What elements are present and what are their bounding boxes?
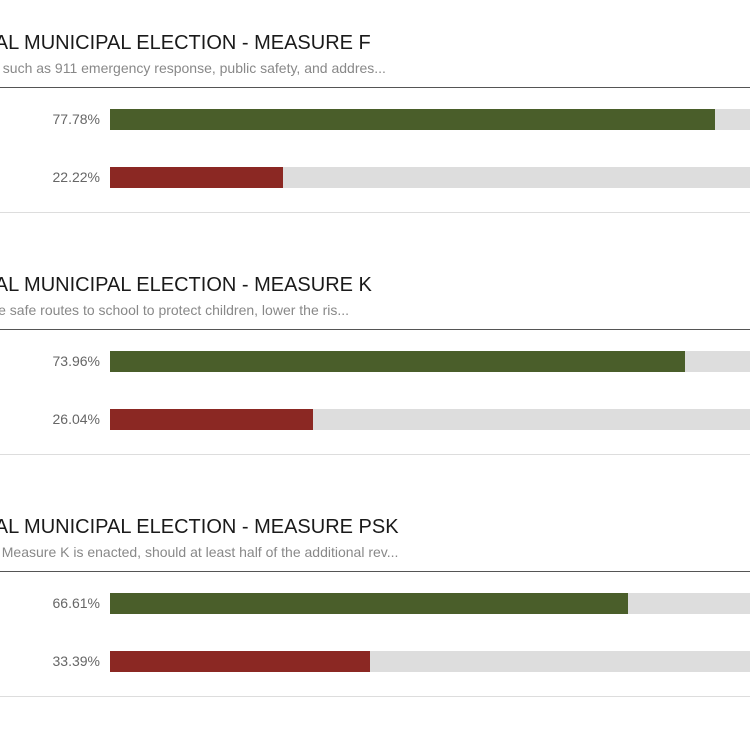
result-bar-fill	[110, 351, 685, 372]
measure-card-k: ERAL MUNICIPAL ELECTION - MEASURE K crea…	[0, 274, 750, 474]
result-row-yes: 66.61%	[0, 593, 750, 614]
result-percentage: 73.96%	[52, 353, 100, 369]
measure-description[interactable]: vices such as 911 emergency response, pu…	[0, 60, 386, 76]
result-percentage: 26.04%	[52, 411, 100, 427]
header-divider	[0, 571, 750, 572]
measure-card-psk: ERAL MUNICIPAL ELECTION - MEASURE PSK LY…	[0, 516, 750, 716]
measure-card-f: ERAL MUNICIPAL ELECTION - MEASURE F vice…	[0, 32, 750, 232]
measure-title: ERAL MUNICIPAL ELECTION - MEASURE F	[0, 32, 371, 54]
result-row-no: 26.04%	[0, 409, 750, 430]
measure-description[interactable]: create safe routes to school to protect …	[0, 302, 350, 318]
result-row-yes: 77.78%	[0, 109, 750, 130]
result-bar-fill	[110, 651, 370, 672]
result-percentage: 33.39%	[52, 653, 100, 669]
result-bar-track	[110, 593, 750, 614]
result-bar-fill	[110, 167, 283, 188]
result-bar-track	[110, 409, 750, 430]
header-divider	[0, 329, 750, 330]
measure-description[interactable]: LY: If Measure K is enacted, should at l…	[0, 544, 399, 560]
result-bar-track	[110, 351, 750, 372]
result-bar-track	[110, 651, 750, 672]
measure-title: ERAL MUNICIPAL ELECTION - MEASURE PSK	[0, 516, 399, 538]
section-divider	[0, 212, 750, 213]
header-divider	[0, 87, 750, 88]
result-bar-track	[110, 167, 750, 188]
result-row-yes: 73.96%	[0, 351, 750, 372]
result-percentage: 77.78%	[52, 111, 100, 127]
result-bar-track	[110, 109, 750, 130]
result-bar-fill	[110, 109, 715, 130]
result-bar-fill	[110, 593, 628, 614]
result-row-no: 22.22%	[0, 167, 750, 188]
result-percentage: 66.61%	[52, 595, 100, 611]
measure-title: ERAL MUNICIPAL ELECTION - MEASURE K	[0, 274, 372, 296]
result-percentage: 22.22%	[52, 169, 100, 185]
section-divider	[0, 454, 750, 455]
result-bar-fill	[110, 409, 313, 430]
section-divider	[0, 696, 750, 697]
result-row-no: 33.39%	[0, 651, 750, 672]
